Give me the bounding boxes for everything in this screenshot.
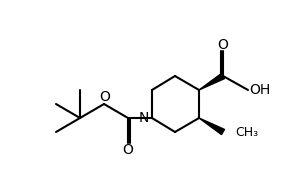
- Text: O: O: [122, 143, 134, 157]
- Text: O: O: [218, 38, 229, 52]
- Polygon shape: [199, 118, 224, 135]
- Text: N: N: [139, 111, 149, 125]
- Text: OH: OH: [249, 83, 271, 97]
- Text: O: O: [100, 90, 111, 104]
- Text: CH₃: CH₃: [235, 125, 258, 138]
- Polygon shape: [199, 73, 224, 90]
